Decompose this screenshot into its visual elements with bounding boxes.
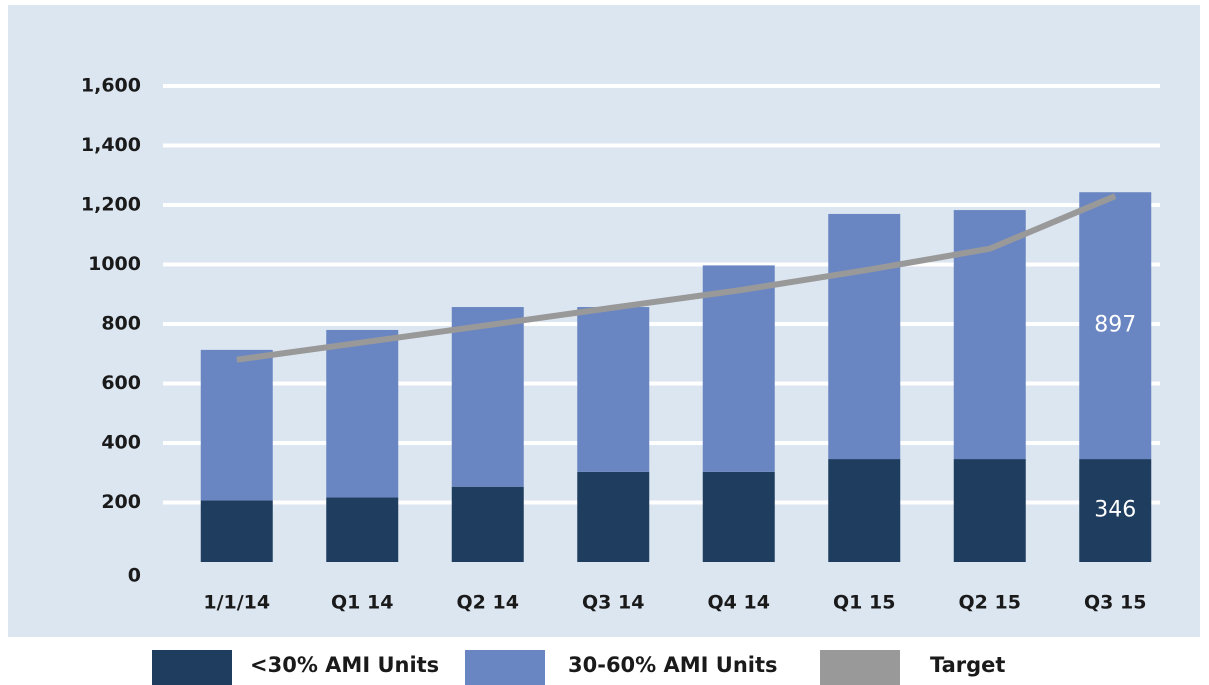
x-tick-label: Q3 14 [582,592,644,614]
x-tick-label: Q4 14 [708,592,770,614]
bar-segment [828,459,901,562]
y-tick-label: 0 [128,565,141,587]
y-tick-label: 1000 [88,253,141,275]
bar-segment [326,329,399,498]
y-tick-label: 200 [101,491,141,513]
legend-label: 30-60% AMI Units [568,653,778,677]
bar-segment [702,265,775,472]
bar-segment [200,500,273,562]
bar-segment [1079,192,1152,460]
x-tick-label: Q2 15 [959,592,1021,614]
y-tick-label: 1,400 [81,134,141,156]
bar-segment [828,213,901,460]
bar-segment [1079,459,1152,562]
bar-segment [326,497,399,562]
x-tick-label: Q2 14 [457,592,519,614]
y-tick-label: 800 [101,313,141,335]
x-tick-label: Q1 14 [331,592,393,614]
target-line [236,193,1117,363]
bar-segment [451,486,524,562]
legend-label: Target [930,653,1005,677]
bar-segment [200,349,273,501]
y-tick-label: 600 [101,372,141,394]
legend-swatch [152,650,232,685]
bar-segment [953,459,1026,562]
legend-label: <30% AMI Units [250,653,439,677]
y-tick-label: 1,600 [81,75,141,97]
y-tick-label: 400 [101,432,141,454]
x-tick-label: Q3 15 [1084,592,1146,614]
bar-segment [577,471,650,562]
bar-segment [577,307,650,472]
data-label: 346 [1094,498,1136,523]
legend-swatch [820,650,900,685]
bar-segment [451,307,524,487]
legend-swatch [465,650,545,685]
bar-segment [702,471,775,562]
x-tick-label: 1/1/14 [203,592,270,614]
y-tick-label: 1,200 [81,194,141,216]
x-tick-label: Q1 15 [833,592,895,614]
data-label: 897 [1094,313,1136,338]
